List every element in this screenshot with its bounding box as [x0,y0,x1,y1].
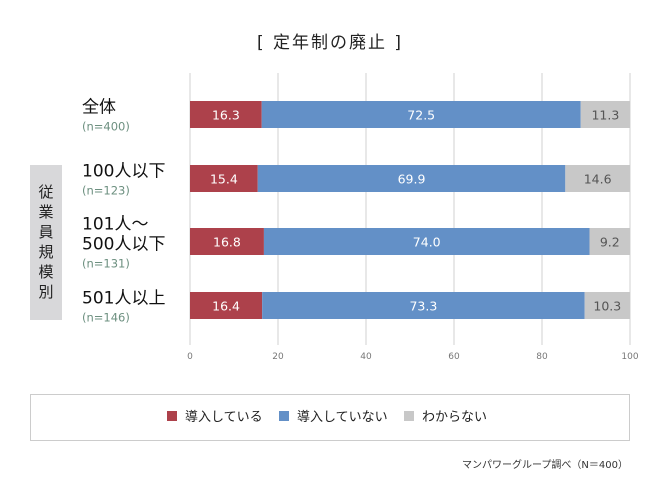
legend-label: 導入していない [297,410,388,425]
bar-segment [190,165,258,192]
category-label: 100人以下 [82,162,165,182]
x-tick-label: 0 [187,352,193,362]
group-label-box [30,165,62,320]
group-label-char: 別 [38,283,53,301]
x-tick-label: 80 [536,352,548,362]
bar-segment [257,165,566,192]
legend-swatch [404,411,414,421]
bar-segment [584,292,630,319]
bars: 16.3 72.5 11.3 15.4 69.9 14.6 16.8 74.0 9.2 16.4 7… [190,101,630,319]
x-tick-label: 60 [448,352,460,362]
data-label: 16.3 [212,108,240,123]
category-label: 501人以上 [82,289,165,309]
data-label: 11.3 [591,108,619,123]
x-tick-label: 40 [360,352,372,362]
data-label: 74.0 [413,235,441,250]
x-tick-label: 20 [272,352,284,362]
bar-segment [263,228,590,255]
data-label: 16.4 [212,299,240,314]
category-labels: 全体 (n=400) 100人以下 (n=123) 101人～500人以下 (n=131)… [82,98,165,325]
group-label-char: 業 [38,203,53,221]
bar-segment [190,101,262,128]
group-label-char: 規 [38,243,53,261]
data-label: 69.9 [398,172,426,187]
data-label: 16.8 [213,235,241,250]
data-label: 9.2 [600,235,620,250]
chart-title: [ 定年制の廃止 ] [257,33,403,53]
sample-size-label: (n=400) [82,120,130,134]
data-label: 15.4 [210,172,238,187]
legend-box [30,394,630,441]
data-label: 10.3 [593,299,621,314]
data-label: 73.3 [409,299,437,314]
bar-segment [190,228,264,255]
source-note: マンパワーグループ調べ（N＝400） [462,458,628,471]
x-tick-label: 100 [621,352,638,362]
group-label-char: 従 [38,183,53,201]
bar-segment [589,228,630,255]
category-label: 全体 [82,98,116,118]
sample-size-label: (n=123) [82,184,130,198]
sample-size-label: (n=146) [82,311,130,325]
legend-swatch [279,411,289,421]
bar-segment [565,165,630,192]
bar-segment [580,101,630,128]
legend-label: わからない [422,410,487,425]
category-label: 500人以下 [82,235,165,255]
legend-label: 導入している [185,410,263,425]
bar-segment [190,292,263,319]
bar-segment [261,101,581,128]
category-label: 101人～ [82,215,148,235]
data-label: 72.5 [407,108,435,123]
legend: 導入している 導入していない わからない [167,410,487,425]
sample-size-label: (n=131) [82,257,130,271]
bar-segment [262,292,585,319]
group-label-char: 模 [38,263,53,281]
group-label-char: 員 [38,223,53,241]
data-label: 14.6 [584,172,612,187]
legend-swatch [167,411,177,421]
